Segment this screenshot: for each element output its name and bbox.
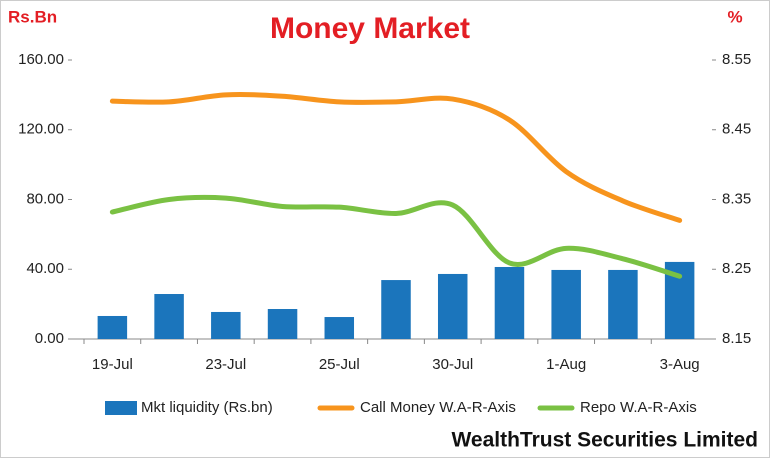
legend-swatch	[105, 401, 137, 415]
x-tick-label: 19-Jul	[92, 356, 133, 373]
y-axis-label: Rs.Bn	[8, 7, 57, 26]
x-tick-label: 3-Aug	[660, 356, 700, 373]
line	[109, 194, 683, 279]
x-tick-label: 25-Jul	[319, 356, 360, 373]
legend-label: Call Money W.A-R-Axis	[360, 399, 516, 416]
legend-label: Mkt liquidity (Rs.bn)	[141, 399, 273, 416]
y2-axis-label: %	[727, 7, 742, 26]
bar	[154, 294, 184, 339]
bar	[551, 269, 581, 339]
x-tick-label: 30-Jul	[432, 356, 473, 373]
y2-tick-label: 8.35	[722, 190, 751, 207]
y2-tick-label: 8.45	[722, 121, 751, 138]
source-label: WealthTrust Securities Limited	[451, 429, 758, 452]
x-tick-label: 23-Jul	[205, 356, 246, 373]
y2-tick-label: 8.25	[722, 260, 751, 277]
y2-tick-label: 8.55	[722, 51, 751, 68]
y-tick-label: 120.00	[18, 121, 64, 138]
bar	[608, 269, 638, 339]
bar	[97, 315, 128, 339]
legend-label: Repo W.A-R-Axis	[580, 399, 697, 416]
y-tick-label: 80.00	[26, 190, 64, 207]
x-tick-label: 1-Aug	[546, 356, 586, 373]
bar	[324, 317, 355, 339]
chart-title: Money Market	[270, 12, 470, 45]
bar	[437, 273, 468, 339]
bar	[211, 311, 241, 339]
y2-tick-label: 8.15	[722, 330, 751, 347]
bar	[381, 280, 411, 339]
y-tick-label: 160.00	[18, 51, 64, 68]
y-tick-label: 0.00	[35, 330, 64, 347]
line	[109, 92, 683, 223]
bar	[494, 266, 525, 339]
bar	[267, 309, 298, 339]
y-tick-label: 40.00	[26, 260, 64, 277]
